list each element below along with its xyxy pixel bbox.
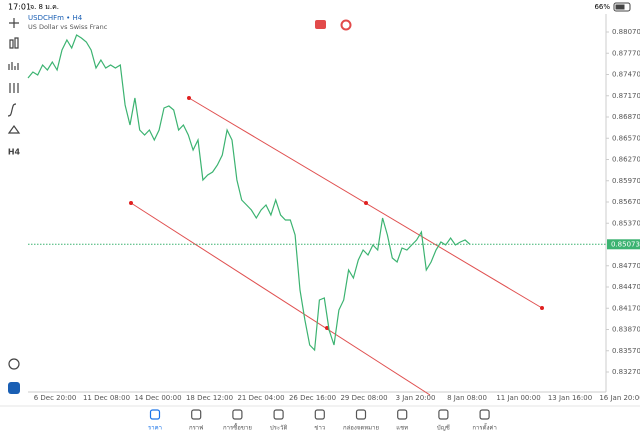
nav-label[interactable]: ประวัติ [270, 425, 288, 432]
y-tick-label: 0.86570 [612, 134, 640, 142]
trade-button[interactable] [315, 20, 326, 29]
trend-handle[interactable] [364, 201, 368, 205]
symbol[interactable]: USDCHFm • H4 [28, 14, 83, 22]
nav-label[interactable]: การซื้อขาย [223, 422, 252, 432]
crosshair-tool[interactable] [9, 18, 19, 28]
y-tick-label: 0.83570 [612, 347, 640, 355]
nav-icon[interactable] [232, 409, 243, 420]
search-tool[interactable] [8, 358, 20, 370]
trend-handle[interactable] [129, 201, 133, 205]
nav-icon[interactable] [149, 409, 161, 420]
nav-icon[interactable] [397, 409, 408, 420]
candle-tool[interactable] [9, 37, 19, 49]
status-date: จ. 8 ม.ค. [30, 3, 59, 11]
y-tick-label: 0.83270 [612, 368, 640, 376]
x-tick-label: 13 Jan 16:00 [548, 394, 592, 402]
battery-fill [615, 4, 625, 10]
x-tick-label: 21 Dec 04:00 [237, 394, 284, 402]
nav-icon[interactable] [191, 409, 202, 420]
current-price-box [607, 239, 640, 250]
y-tick-label: 0.87470 [612, 71, 640, 79]
nav-icon[interactable] [273, 409, 284, 420]
shapes-tool[interactable] [7, 124, 21, 134]
current-price-label: 0.85073 [611, 240, 640, 248]
battery-icon [613, 2, 631, 12]
y-tick-label: 0.83870 [612, 326, 640, 334]
y-tick-label: 0.86870 [612, 113, 640, 121]
nav-icon[interactable] [314, 409, 325, 420]
nav-icon[interactable] [438, 409, 449, 420]
y-tick-label: 0.88070 [612, 28, 640, 36]
description: US Dollar vs Swiss Franc [28, 23, 108, 31]
app-icon[interactable] [8, 382, 20, 394]
nav-icon[interactable] [355, 409, 367, 420]
y-tick-label: 0.84470 [612, 283, 640, 291]
function-tool[interactable] [7, 103, 17, 117]
nav-label[interactable]: ข่าว [314, 425, 325, 432]
nav-label[interactable]: การตั้งค่า [472, 422, 496, 432]
trend-handle[interactable] [325, 326, 329, 330]
bars-tool[interactable] [8, 62, 19, 70]
y-tick-label: 0.85670 [612, 198, 640, 206]
trend-handle[interactable] [540, 306, 544, 310]
nav-label[interactable]: ราคา [148, 425, 162, 432]
y-tick-label: 0.87170 [612, 92, 640, 100]
y-tick-label: 0.84170 [612, 304, 640, 312]
nav-label[interactable]: แชท [396, 425, 408, 432]
trend-line[interactable] [130, 202, 431, 396]
x-tick-label: 14 Dec 00:00 [134, 394, 181, 402]
x-tick-label: 11 Dec 08:00 [83, 394, 130, 402]
y-tick-label: 0.87770 [612, 49, 640, 57]
y-tick-label: 0.84770 [612, 262, 640, 270]
x-tick-label: 29 Dec 08:00 [340, 394, 387, 402]
x-tick-label: 8 Jan 08:00 [447, 394, 487, 402]
y-tick-label: 0.86270 [612, 156, 640, 164]
x-tick-label: 26 Dec 16:00 [289, 394, 336, 402]
x-tick-label: 3 Jan 20:00 [396, 394, 436, 402]
timeframe[interactable]: H4 [8, 148, 21, 157]
nav-label[interactable]: กราฟ [189, 425, 203, 432]
trend-handle[interactable] [187, 96, 191, 100]
nav-label[interactable]: บัญชี [437, 424, 450, 432]
nav-icon[interactable] [479, 409, 490, 420]
nav-label[interactable]: กล่องจดหมาย [343, 425, 379, 432]
battery-level: 66% [594, 3, 610, 11]
y-tick-label: 0.85370 [612, 219, 640, 227]
indicators-tool[interactable] [9, 83, 19, 93]
indicator-button[interactable] [340, 19, 352, 31]
x-tick-label: 16 Jan 20:00 [599, 394, 640, 402]
price-line [27, 34, 471, 352]
y-tick-label: 0.85970 [612, 177, 640, 185]
x-tick-label: 6 Dec 20:00 [34, 394, 77, 402]
x-tick-label: 11 Jan 00:00 [496, 394, 540, 402]
x-tick-label: 18 Dec 12:00 [186, 394, 233, 402]
status-time: 17:01 [8, 3, 31, 12]
